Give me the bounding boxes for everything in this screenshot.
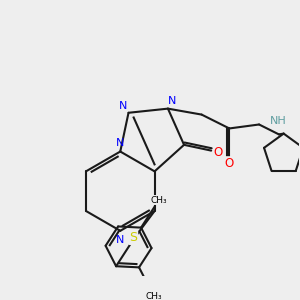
Text: CH₃: CH₃ <box>146 292 162 300</box>
Text: CH₃: CH₃ <box>151 196 167 205</box>
Text: O: O <box>214 146 223 159</box>
Text: N: N <box>168 96 176 106</box>
Text: S: S <box>130 231 138 244</box>
Text: O: O <box>225 157 234 170</box>
Text: NH: NH <box>270 116 287 126</box>
Text: N: N <box>118 101 127 111</box>
Text: N: N <box>116 235 124 244</box>
Text: N: N <box>116 138 124 148</box>
